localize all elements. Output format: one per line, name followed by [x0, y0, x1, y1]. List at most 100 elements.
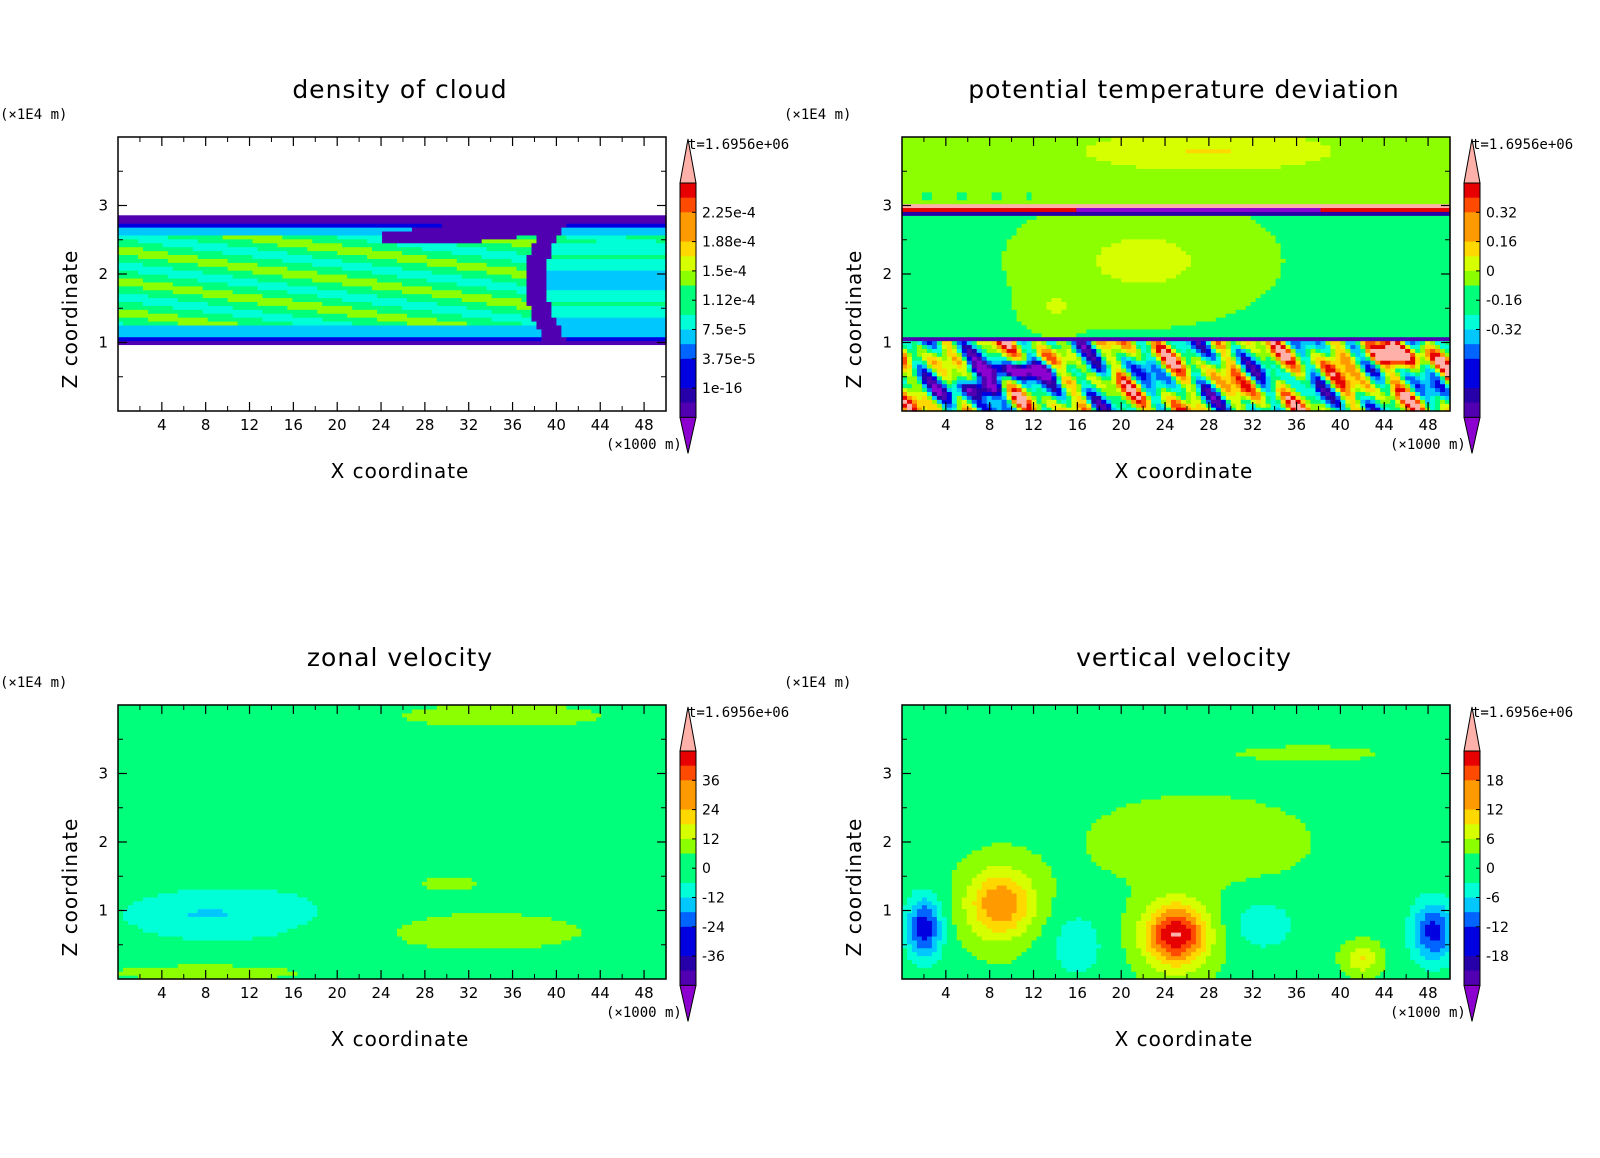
contour-cell [1185, 340, 1192, 346]
contour-cell [1360, 755, 1451, 761]
contour-cell [1136, 943, 1147, 949]
contour-cell [1230, 367, 1237, 373]
contour-cell [986, 892, 1018, 898]
contour-cell [961, 344, 973, 349]
contour-cell [1270, 383, 1277, 389]
contour-cell [1265, 344, 1272, 349]
contour-cell [1086, 375, 1097, 381]
contour-cell [1151, 403, 1157, 408]
contour-cell [981, 869, 1023, 874]
contour-cell [1310, 399, 1322, 404]
contour-cell [1146, 935, 1152, 941]
contour-cell [1385, 383, 1391, 389]
contour-cell [1046, 861, 1097, 867]
contour-cell [1270, 407, 1277, 412]
contour-cell [1265, 227, 1451, 232]
contour-cell [966, 360, 973, 365]
contour-cell [1290, 928, 1406, 933]
contour-cell [1106, 383, 1117, 389]
contour-cell [1071, 399, 1077, 404]
contour-cell [122, 320, 179, 326]
contour-cell [1370, 383, 1376, 389]
contour-cell [1156, 360, 1162, 365]
contour-cell [1245, 407, 1252, 412]
contour-cell [1370, 399, 1376, 404]
contour-cell [941, 383, 948, 389]
contour-cell [1151, 379, 1157, 385]
contour-cell [377, 309, 433, 314]
contour-cell [1046, 356, 1058, 361]
contour-cell [601, 712, 667, 718]
contour-cell [1101, 387, 1117, 393]
contour-cell [902, 360, 908, 365]
contour-cell [257, 301, 323, 306]
contour-cell [1310, 352, 1322, 357]
contour-cell [1210, 947, 1227, 953]
contour-cell [1026, 407, 1033, 412]
contour-cell [1300, 360, 1307, 365]
contour-cell [931, 387, 943, 393]
contour-cell [951, 873, 978, 878]
contour-cell [1345, 395, 1356, 400]
contour-cell [1141, 391, 1147, 396]
contour-cell [1156, 375, 1172, 381]
contour-cell [916, 403, 938, 408]
contour-cell [1146, 387, 1157, 393]
contour-cell [1121, 277, 1167, 283]
contour-cell [902, 183, 1451, 189]
contour-cell [936, 904, 943, 910]
colorbar-band [680, 956, 696, 972]
contour-cell [936, 947, 943, 953]
contour-cell [1420, 928, 1426, 933]
contour-cell [902, 775, 1451, 780]
contour-cell [1330, 371, 1337, 377]
contour-cell [1016, 227, 1267, 232]
contour-cell [1290, 344, 1297, 349]
contour-cell [1295, 352, 1302, 357]
contour-cell [1335, 403, 1341, 408]
contour-cell [1141, 356, 1147, 361]
contour-cell [1151, 916, 1157, 921]
contour-cell [1205, 356, 1212, 361]
contour-cell [1136, 935, 1147, 941]
contour-cell [232, 963, 667, 968]
contour-cell [956, 383, 963, 389]
contour-cell [307, 896, 667, 902]
contour-cell [936, 924, 943, 929]
contour-cell [1036, 387, 1043, 393]
contour-cell [1305, 364, 1317, 369]
contour-cell [956, 865, 988, 870]
contour-cell [1305, 399, 1312, 404]
contour-cell [1420, 364, 1426, 369]
contour-cell [1280, 164, 1451, 169]
contour-cell [1190, 340, 1197, 346]
contour-cell [382, 238, 483, 244]
contour-cell [546, 277, 667, 283]
contour-cell [902, 152, 1087, 158]
contour-cell [1016, 908, 1028, 914]
contour-cell [1021, 916, 1033, 921]
contour-cell [1190, 403, 1197, 408]
contour-cell [1061, 928, 1097, 933]
contour-cell [1121, 344, 1132, 349]
contour-cell [1001, 395, 1008, 400]
contour-cell [1385, 407, 1391, 412]
contour-cell [966, 908, 978, 914]
contour-cell [981, 407, 993, 412]
contour-cell [1056, 367, 1067, 373]
contour-cell [906, 928, 913, 933]
contour-cell [1195, 908, 1207, 914]
contour-cell [1066, 371, 1072, 377]
contour-cell [1041, 360, 1048, 365]
contour-cell [1151, 407, 1157, 412]
contour-cell [976, 344, 983, 349]
contour-cell [1161, 795, 1232, 800]
contour-cell [1250, 364, 1257, 369]
contour-cell [902, 223, 1023, 228]
contour-cell [1101, 407, 1107, 412]
contour-cell [526, 301, 553, 306]
contour-cell [1205, 399, 1212, 404]
contour-cell [1205, 364, 1212, 369]
contour-cell [961, 943, 1033, 949]
contour-cell [1425, 955, 1441, 961]
